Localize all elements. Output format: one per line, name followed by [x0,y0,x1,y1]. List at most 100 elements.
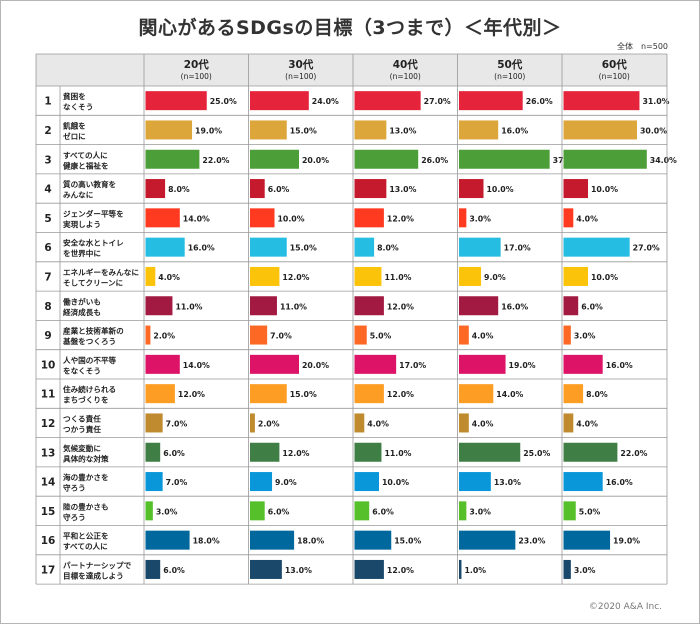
value-label-goal-9-series-5: 3.0% [574,332,596,341]
bar-goal-10-series-1 [145,354,180,374]
series-header-1: 20代 [184,58,210,71]
bar-goal-7-series-5 [563,266,588,286]
bar-goal-12-series-1 [145,413,163,433]
value-label-goal-10-series-1: 14.0% [183,361,210,370]
bar-goal-2-series-5 [563,120,637,140]
bar-goal-9-series-1 [145,325,151,345]
bar-goal-11-series-1 [145,384,175,404]
goal-label-16-line-2: すべての人に [63,541,108,551]
goal-label-13-line-1: 気候変動に [63,443,101,453]
series-sample-size-1: (n=100) [181,72,212,81]
bar-goal-1-series-1 [145,91,207,111]
value-label-goal-1-series-5: 31.0% [642,97,669,106]
bar-goal-7-series-2 [250,266,280,286]
value-label-goal-2-series-1: 19.0% [195,126,222,135]
value-label-goal-17-series-3: 12.0% [387,566,414,575]
goal-label-13-line-2: 具体的な対策 [63,453,109,463]
value-label-goal-7-series-3: 11.0% [384,273,411,282]
value-label-goal-13-series-4: 25.0% [523,449,550,458]
value-label-goal-2-series-5: 30.0% [640,126,667,135]
goal-number-10: 10 [41,359,56,371]
goal-label-2-line-2: ゼロに [63,131,86,141]
bar-goal-16-series-5 [563,530,611,550]
goal-label-7-line-2: そしてクリーンに [63,277,123,287]
value-label-goal-2-series-4: 16.0% [501,126,528,135]
bar-goal-2-series-1 [145,120,193,140]
value-label-goal-15-series-2: 6.0% [268,507,290,516]
bar-goal-8-series-1 [145,296,173,316]
bar-goal-17-series-3 [354,559,384,579]
series-sample-size-5: (n=100) [599,72,630,81]
goal-number-12: 12 [41,418,56,430]
goal-label-14-line-2: 守ろう [63,483,86,493]
bar-goal-5-series-4 [459,208,467,228]
bar-goal-17-series-5 [563,559,571,579]
goal-label-14-line-1: 海の豊かさを [63,472,109,482]
bar-goal-11-series-3 [354,384,384,404]
value-label-goal-7-series-1: 4.0% [158,273,180,282]
sample-size-note: 全体 n=500 [616,42,668,51]
goal-number-5: 5 [44,213,51,225]
bar-goal-1-series-2 [250,91,309,111]
bar-goal-3-series-2 [250,149,299,169]
bar-goal-5-series-5 [563,208,574,228]
value-label-goal-15-series-5: 5.0% [579,507,601,516]
bar-goal-13-series-3 [354,442,382,462]
value-label-goal-3-series-5: 34.0% [650,156,677,165]
value-label-goal-13-series-1: 6.0% [163,449,185,458]
goal-label-10-line-2: をなくそう [63,366,101,375]
header-background [36,54,667,86]
goal-label-1-line-2: なくそう [63,103,93,112]
value-label-goal-16-series-2: 18.0% [297,537,324,546]
goal-label-17-line-2: 目標を達成しよう [63,570,124,580]
value-label-goal-2-series-2: 15.0% [290,126,317,135]
value-label-goal-5-series-1: 14.0% [183,214,210,223]
bar-goal-6-series-4 [459,237,501,257]
bar-goal-6-series-2 [250,237,287,257]
bar-goal-1-series-3 [354,91,421,111]
value-label-goal-17-series-4: 1.0% [464,566,486,575]
bar-goal-13-series-2 [250,442,280,462]
bar-goal-14-series-2 [250,472,273,492]
goal-number-7: 7 [44,271,51,283]
value-label-goal-5-series-3: 12.0% [387,214,414,223]
bar-goal-13-series-4 [459,442,521,462]
bar-goal-10-series-3 [354,354,397,374]
goal-number-3: 3 [44,154,51,166]
value-label-goal-13-series-2: 12.0% [282,449,309,458]
bar-goal-14-series-5 [563,472,603,492]
bar-goal-10-series-4 [459,354,506,374]
series-sample-size-2: (n=100) [285,72,316,81]
value-label-goal-7-series-5: 10.0% [591,273,618,282]
value-label-goal-3-series-3: 26.0% [421,156,448,165]
goal-number-8: 8 [44,301,51,313]
value-label-goal-4-series-1: 8.0% [168,185,190,194]
series-header-5: 60代 [602,58,628,71]
goal-label-8-line-2: 経済成長も [63,307,101,317]
value-label-goal-10-series-5: 16.0% [606,361,633,370]
goal-label-11-line-2: まちづくりを [63,395,109,405]
value-label-goal-12-series-3: 4.0% [367,419,389,428]
chart-title: 関心があるSDGsの目標（3つまで）＜年代別＞ [138,17,562,39]
bar-goal-4-series-3 [354,179,387,199]
bar-goal-5-series-1 [145,208,180,228]
goal-number-16: 16 [41,535,56,547]
series-header-2: 30代 [288,58,314,71]
value-label-goal-9-series-2: 7.0% [270,332,292,341]
goal-label-5-line-1: ジェンダー平等を [63,208,124,218]
value-label-goal-3-series-2: 20.0% [302,156,329,165]
value-label-goal-16-series-5: 19.0% [613,537,640,546]
bar-goal-4-series-1 [145,179,166,199]
series-header-4: 50代 [497,58,523,71]
goal-label-15-line-1: 陸の豊かさも [63,501,109,511]
bar-goal-5-series-2 [250,208,275,228]
value-label-goal-10-series-3: 17.0% [399,361,426,370]
bar-goal-11-series-5 [563,384,584,404]
value-label-goal-4-series-5: 10.0% [591,185,618,194]
value-label-goal-1-series-1: 25.0% [210,97,237,106]
value-label-goal-11-series-4: 14.0% [496,390,523,399]
bar-goal-6-series-1 [145,237,185,257]
goal-label-16-line-1: 平和と公正を [63,531,109,541]
bar-goal-13-series-5 [563,442,618,462]
